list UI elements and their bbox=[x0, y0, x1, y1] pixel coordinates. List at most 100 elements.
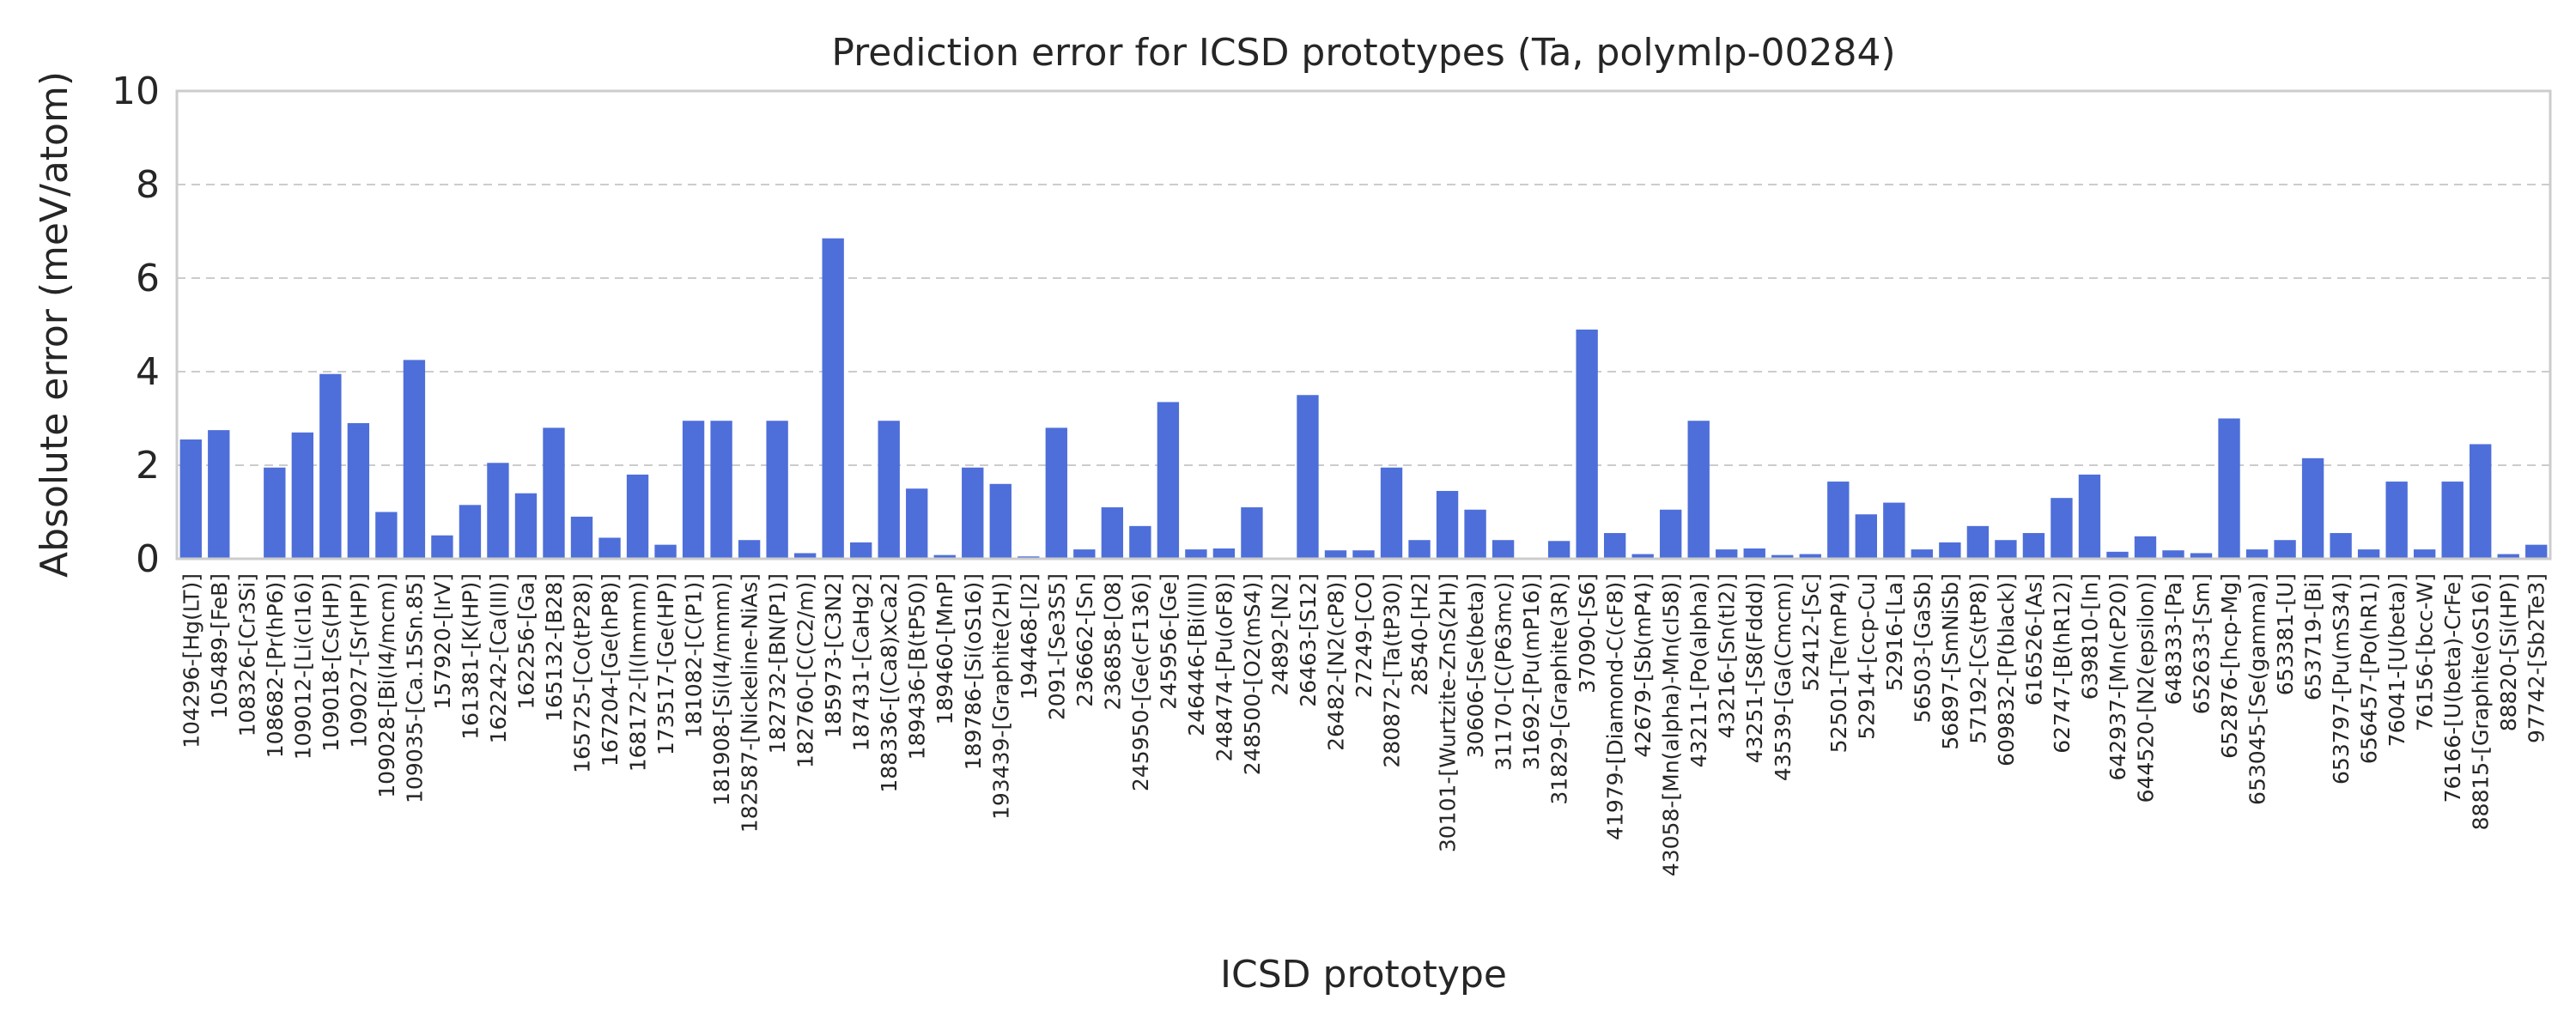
x-tick-label: 248474-[Pu(oF8)] bbox=[1212, 573, 1236, 762]
x-tick-label: 108682-[Pr(hP6)] bbox=[263, 573, 288, 758]
x-tick-label: 105489-[FeB] bbox=[207, 573, 232, 719]
x-tick-label: 76166-[U(beta)-CrFe] bbox=[2440, 573, 2465, 803]
bar bbox=[2022, 533, 2045, 559]
x-tick-label: 181908-[Si(I4/mmm)] bbox=[709, 573, 734, 806]
bar bbox=[1827, 482, 1850, 559]
x-tick-label: 109028-[Bi(I4/mcm)] bbox=[374, 573, 399, 798]
bar bbox=[626, 474, 649, 559]
bar bbox=[1185, 549, 1207, 559]
bar bbox=[1660, 509, 1682, 559]
bar bbox=[2274, 540, 2296, 559]
x-tick-label: 37090-[S6] bbox=[1575, 573, 1600, 694]
x-tick-label: 157920-[IrV] bbox=[430, 573, 455, 710]
x-tick-label: 31829-[Graphite(3R)] bbox=[1547, 573, 1572, 805]
bar bbox=[1687, 421, 1710, 559]
x-tick-label: 24892-[N2] bbox=[1267, 573, 1292, 696]
bar bbox=[710, 421, 732, 559]
x-tick-label: 43211-[Po(alpha)] bbox=[1686, 573, 1711, 767]
bar bbox=[878, 421, 900, 559]
x-tick-label: 193439-[Graphite(2H)] bbox=[988, 573, 1013, 820]
bar bbox=[598, 537, 621, 559]
x-tick-label: 246446-[Bi(III)] bbox=[1184, 573, 1209, 736]
x-tick-label: 648333-[Pa] bbox=[2161, 573, 2186, 705]
bar bbox=[375, 512, 398, 559]
x-tick-label: 245956-[Ge] bbox=[1156, 573, 1181, 710]
x-tick-label: 653797-[Pu(mS34)] bbox=[2329, 573, 2354, 785]
y-tick-label: 6 bbox=[136, 257, 160, 300]
bar bbox=[1436, 490, 1459, 559]
chart-title: Prediction error for ICSD prototypes (Ta… bbox=[831, 31, 1895, 75]
bar bbox=[264, 467, 286, 559]
bar bbox=[431, 535, 453, 559]
bar bbox=[459, 505, 482, 559]
bar bbox=[1241, 507, 1263, 559]
bar bbox=[208, 430, 230, 559]
x-tick-label: 639810-[In] bbox=[2077, 573, 2102, 700]
y-tick-label: 0 bbox=[136, 537, 160, 581]
x-tick-label: 181082-[C(P1)] bbox=[682, 573, 707, 738]
x-tick-label: 165132-[B28] bbox=[542, 573, 567, 722]
x-tick-label: 88815-[Graphite(oS16)] bbox=[2469, 573, 2494, 830]
bar bbox=[2134, 536, 2157, 559]
x-tick-label: 616526-[As] bbox=[2021, 573, 2046, 706]
bar bbox=[2162, 550, 2184, 559]
bar bbox=[1855, 514, 1877, 559]
bar bbox=[1101, 507, 1124, 559]
bar bbox=[2330, 533, 2352, 559]
bar bbox=[543, 427, 565, 559]
x-tick-label: 57192-[Cs(tP8)] bbox=[1965, 573, 1990, 744]
x-tick-label: 76041-[U(beta)] bbox=[2385, 573, 2409, 747]
bar bbox=[570, 516, 593, 559]
x-tick-label: 280872-[Ta(tP30)] bbox=[1380, 573, 1405, 768]
bar bbox=[1743, 548, 1765, 559]
x-tick-label: 52501-[Te(mP4)] bbox=[1826, 573, 1851, 753]
x-tick-label: 168172-[I(Immm)] bbox=[626, 573, 651, 772]
bar bbox=[179, 439, 202, 559]
x-tick-label: 162242-[Ca(III)] bbox=[486, 573, 511, 743]
bar bbox=[2357, 549, 2380, 559]
bar bbox=[347, 422, 370, 559]
x-tick-label: 236858-[O8] bbox=[1100, 573, 1125, 711]
bar bbox=[1576, 329, 1598, 559]
x-tick-label: 62747-[B(hR12)] bbox=[2050, 573, 2075, 754]
x-tick-label: 31692-[Pu(mP16)] bbox=[1519, 573, 1544, 770]
bar bbox=[822, 238, 844, 559]
x-tick-label: 162256-[Ga] bbox=[513, 573, 538, 710]
bar bbox=[1073, 549, 1096, 559]
x-tick-label: 188336-[(Ca8)xCa2] bbox=[877, 573, 902, 793]
bar bbox=[1603, 533, 1626, 559]
x-tick-label: 161381-[K(HP)] bbox=[458, 573, 483, 740]
bar bbox=[2218, 418, 2240, 559]
bar bbox=[1212, 548, 1236, 559]
bar bbox=[654, 544, 677, 559]
bar bbox=[1157, 402, 1180, 559]
bar bbox=[2413, 549, 2436, 559]
x-tick-label: 652633-[Sm] bbox=[2190, 573, 2215, 714]
x-tick-label: 248500-[O2(mS4)] bbox=[1240, 573, 1265, 775]
x-tick-label: 31170-[C(P63mc)] bbox=[1492, 573, 1516, 771]
y-tick-label: 4 bbox=[136, 350, 160, 394]
bar bbox=[1547, 541, 1571, 559]
x-tick-label: 28540-[H2] bbox=[1407, 573, 1432, 696]
x-tick-label: 43539-[Ga(Cmcm)] bbox=[1771, 573, 1795, 781]
bar bbox=[487, 463, 509, 559]
bar bbox=[2470, 444, 2492, 559]
bar bbox=[1492, 540, 1515, 559]
bar bbox=[1297, 395, 1319, 559]
y-tick-label: 2 bbox=[136, 444, 160, 488]
x-tick-label: 652876-[hcp-Mg] bbox=[2217, 573, 2242, 759]
bar bbox=[850, 542, 872, 559]
grid-lines bbox=[177, 184, 2550, 466]
x-tick-label: 656457-[Po(hR1)] bbox=[2357, 573, 2382, 764]
bar bbox=[2078, 474, 2101, 559]
x-tick-label: 165725-[Co(tP28)] bbox=[570, 573, 595, 773]
x-tick-label: 185973-[C3N2] bbox=[821, 573, 846, 738]
bar bbox=[2050, 498, 2073, 559]
x-tick-label: 182587-[Nickeline-NiAs] bbox=[738, 573, 762, 833]
x-tick-label: 43216-[Sn(tI2)] bbox=[1715, 573, 1740, 738]
x-tick-label: 609832-[P(black)] bbox=[1994, 573, 2019, 766]
x-tick-label: 644520-[N2(epsilon)] bbox=[2133, 573, 2158, 803]
x-tick-label: 236662-[Sn] bbox=[1072, 573, 1097, 707]
bar bbox=[1324, 550, 1347, 559]
